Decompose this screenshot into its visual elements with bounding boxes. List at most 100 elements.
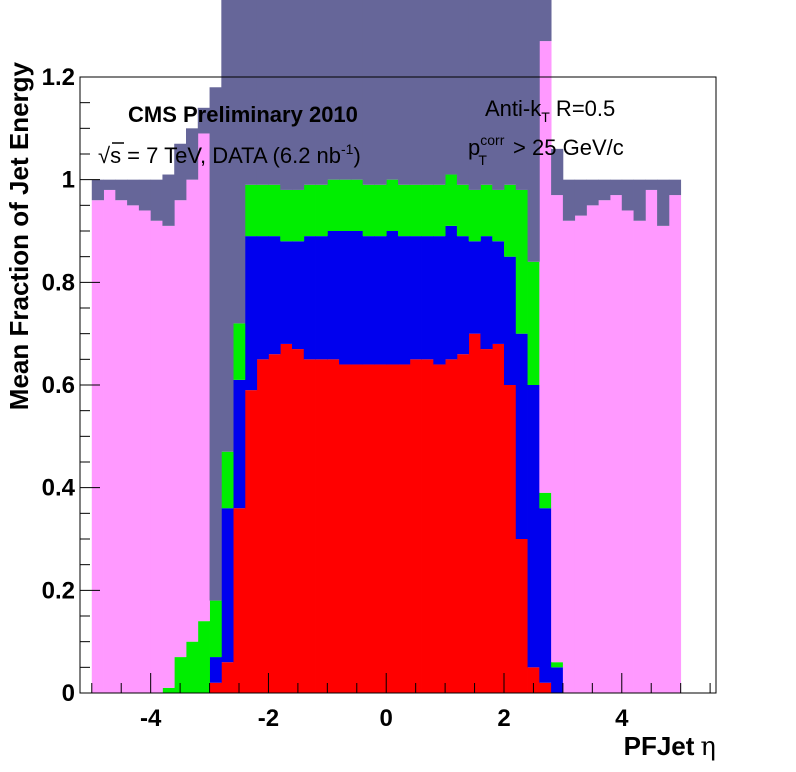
bin-segment	[280, 343, 293, 693]
bin-segment	[327, 179, 340, 231]
bin-segment	[268, 0, 281, 185]
bin-segment	[362, 184, 375, 237]
bin-segment	[433, 184, 446, 237]
bin-segment	[292, 0, 305, 190]
bin-segment	[492, 343, 505, 693]
bin-segment	[645, 179, 658, 190]
pt-label-p: p	[468, 135, 480, 160]
bin-segment	[339, 179, 352, 231]
bin-segment	[527, 0, 540, 262]
bin-segment	[292, 241, 305, 350]
y-tick-label: 0	[62, 680, 75, 707]
bin-segment	[162, 687, 175, 693]
bin-segment	[409, 0, 422, 185]
y-axis-title: Mean Fraction of Jet Energy	[4, 61, 34, 410]
experiment-label: CMS Preliminary 2010	[128, 102, 358, 127]
bin-segment	[162, 225, 175, 688]
bin-segment	[303, 236, 316, 360]
series-5	[91, 41, 682, 694]
bin-segment	[209, 87, 222, 601]
bin-segment	[374, 236, 387, 365]
bin-segment	[209, 600, 222, 658]
bin-segment	[468, 333, 481, 693]
bin-segment	[186, 179, 199, 642]
bin-segment	[233, 0, 246, 324]
algorithm-label-sub: T	[541, 109, 550, 125]
bin-segment	[327, 0, 340, 180]
bin-segment	[668, 195, 682, 693]
pt-label-sub: T	[478, 152, 487, 168]
bin-segment	[174, 657, 187, 693]
bin-segment	[292, 189, 305, 242]
bin-segment	[303, 359, 316, 693]
series-2	[209, 225, 564, 693]
energy-label: √s = 7 TeV, DATA (6.2 nb-1)	[98, 141, 361, 168]
algorithm-label-suffix: R=0.5	[550, 96, 615, 121]
bin-segment	[657, 225, 670, 693]
bin-segment	[374, 184, 387, 237]
bin-segment	[374, 364, 387, 693]
bin-segment	[409, 236, 422, 360]
bin-segment	[480, 0, 493, 185]
energy-label-sup: -1	[341, 141, 354, 157]
bin-segment	[433, 0, 446, 185]
bin-segment	[209, 657, 222, 683]
bin-segment	[150, 179, 163, 221]
bin-segment	[551, 148, 564, 196]
bin-segment	[504, 184, 517, 257]
bin-segment	[150, 220, 163, 694]
bin-segment	[138, 179, 152, 211]
bin-segment	[445, 225, 458, 360]
bin-segment	[339, 0, 352, 180]
bin-segment	[515, 333, 528, 539]
bin-segment	[386, 231, 399, 365]
bin-segment	[292, 349, 305, 693]
bin-segment	[598, 200, 611, 693]
bin-segment	[445, 359, 458, 693]
series-1	[209, 333, 552, 693]
bin-segment	[374, 0, 387, 185]
bin-segment	[480, 184, 493, 237]
bin-segment	[386, 0, 399, 180]
bin-segment	[339, 231, 352, 365]
bin-segment	[456, 236, 470, 355]
x-axis-title: PFJet η	[624, 731, 716, 762]
eta-symbol: η	[700, 732, 716, 762]
bin-segment	[398, 236, 411, 365]
bin-segment	[468, 241, 481, 334]
bin-segment	[138, 210, 152, 693]
pt-label-sup: corr	[480, 132, 504, 148]
bin-segment	[350, 231, 364, 365]
bin-segment	[115, 200, 128, 693]
x-tick-label: -2	[258, 705, 279, 732]
bin-segment	[539, 682, 552, 693]
series-3	[162, 174, 564, 693]
bin-segment	[221, 451, 234, 509]
bin-segment	[350, 179, 364, 231]
energy-label-text: √s = 7 TeV, DATA (6.2 nb	[98, 143, 341, 168]
bin-segment	[468, 189, 481, 242]
bin-segment	[256, 184, 269, 237]
bin-segment	[551, 662, 564, 668]
bin-segment	[186, 641, 199, 693]
bin-segment	[409, 184, 422, 237]
bin-segment	[421, 0, 434, 185]
bin-segment	[256, 359, 269, 693]
y-axis: 0 0.2 0.4 0.6 0.8 1 1.2	[42, 64, 100, 707]
bin-segment	[633, 179, 646, 221]
bin-segment	[456, 354, 470, 693]
bin-segment	[233, 323, 246, 380]
bin-segment	[527, 667, 540, 693]
bin-segment	[174, 143, 187, 201]
bin-segment	[103, 179, 116, 190]
bin-segment	[539, 492, 552, 509]
bin-segment	[315, 0, 328, 185]
bin-segment	[551, 195, 564, 663]
bin-segment	[362, 364, 375, 693]
bin-segment	[233, 508, 246, 693]
x-tick-label: 4	[615, 705, 629, 732]
bin-segment	[350, 364, 364, 693]
bin-segment	[221, 508, 234, 663]
pt-label-suffix: > 25 GeV/c	[507, 135, 624, 160]
